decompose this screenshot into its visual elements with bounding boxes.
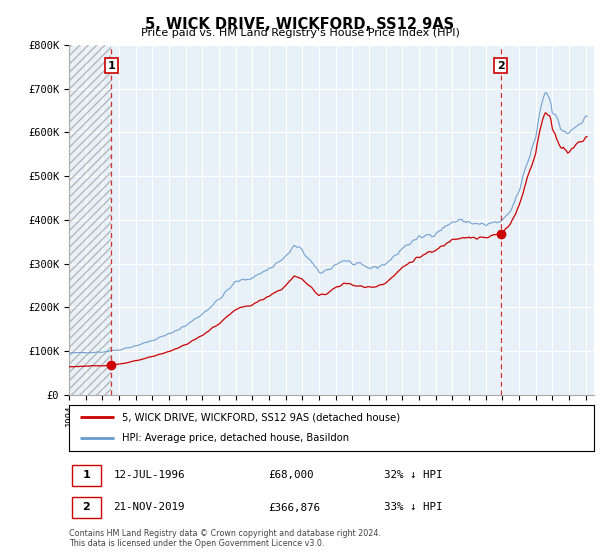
Text: Contains HM Land Registry data © Crown copyright and database right 2024.: Contains HM Land Registry data © Crown c… [69,529,381,538]
Text: HPI: Average price, detached house, Basildon: HPI: Average price, detached house, Basi… [121,433,349,444]
FancyBboxPatch shape [71,497,101,518]
Text: £68,000: £68,000 [269,470,314,480]
Text: 5, WICK DRIVE, WICKFORD, SS12 9AS (detached house): 5, WICK DRIVE, WICKFORD, SS12 9AS (detac… [121,412,400,422]
Text: 5, WICK DRIVE, WICKFORD, SS12 9AS: 5, WICK DRIVE, WICKFORD, SS12 9AS [145,17,455,32]
Text: This data is licensed under the Open Government Licence v3.0.: This data is licensed under the Open Gov… [69,539,325,548]
Text: 2: 2 [497,60,505,71]
Text: 12-JUL-1996: 12-JUL-1996 [113,470,185,480]
Text: 1: 1 [82,470,90,480]
Text: Price paid vs. HM Land Registry's House Price Index (HPI): Price paid vs. HM Land Registry's House … [140,28,460,38]
Text: £366,876: £366,876 [269,502,320,512]
Text: 32% ↓ HPI: 32% ↓ HPI [384,470,443,480]
Text: 2: 2 [82,502,90,512]
Text: 21-NOV-2019: 21-NOV-2019 [113,502,185,512]
Text: 1: 1 [107,60,115,71]
FancyBboxPatch shape [71,465,101,486]
Text: 33% ↓ HPI: 33% ↓ HPI [384,502,443,512]
